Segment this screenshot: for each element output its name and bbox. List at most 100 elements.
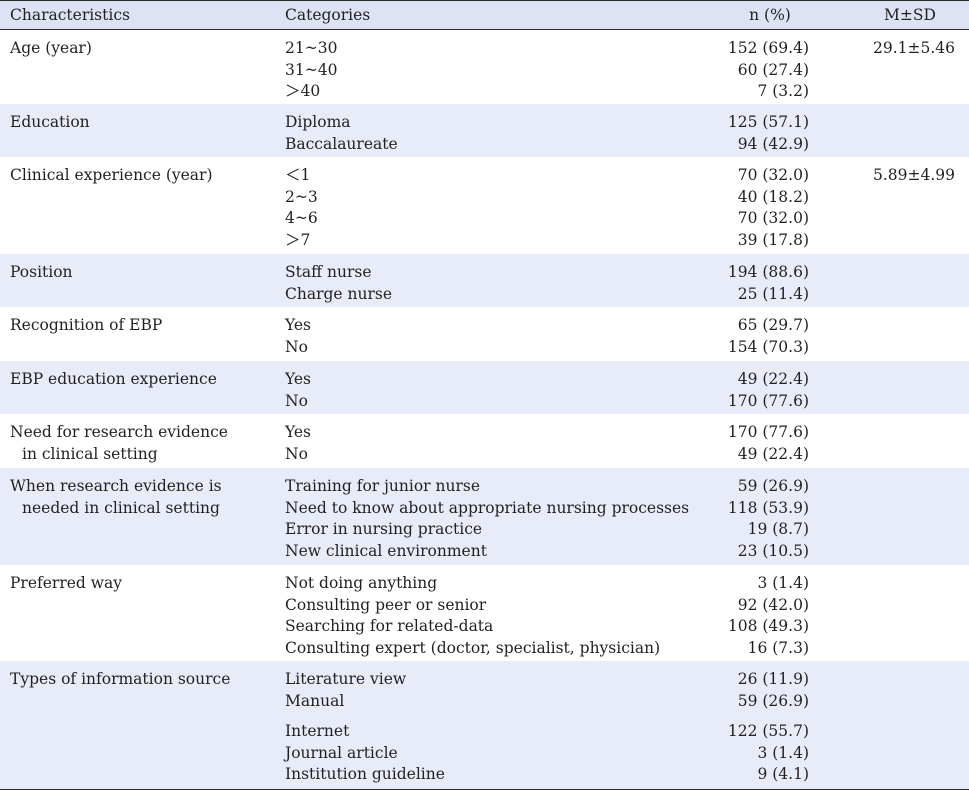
category-value: ＞40: [285, 82, 321, 100]
count-list: 70 (32.0) 40 (18.2) 70 (32.0) 39 (17.8): [738, 165, 809, 251]
table-row: Internet Journal article Institution guide…: [0, 711, 969, 789]
table-row: When research evidence is needed in clini…: [0, 468, 969, 565]
characteristic-line: Age (year): [10, 39, 92, 57]
count-value: 3 (1.4): [757, 743, 809, 762]
category-list: Yes No: [285, 422, 311, 465]
characteristic-label: Age (year): [10, 38, 92, 60]
category-value: Yes: [285, 423, 312, 441]
category-value: Literature view: [285, 670, 407, 688]
table-row: Clinical experience (year) ＜1 2~3 4~6 ＞7 70 (…: [0, 157, 969, 254]
count-value: 39 (17.8): [737, 230, 809, 249]
count-list: 3 (1.4) 92 (42.0) 108 (49.3) 16 (7.3): [728, 573, 809, 659]
category-value: Journal article: [285, 743, 398, 762]
table-bottom-rule: [0, 789, 969, 790]
category-list: Yes No: [285, 315, 311, 358]
count-list: 152 (69.4) 60 (27.4) 7 (3.2): [728, 38, 809, 103]
count-value: 70 (32.0): [737, 209, 809, 227]
count-value: 65 (29.7): [737, 316, 809, 334]
category-value: Consulting expert (doctor, specialist, p…: [285, 638, 661, 657]
count-value: 170 (77.6): [727, 391, 809, 410]
category-value: No: [285, 337, 308, 356]
category-value: 31~40: [285, 60, 338, 79]
count-value: 125 (57.1): [727, 113, 809, 131]
category-value: No: [285, 391, 308, 410]
characteristic-label: Recognition of EBP: [10, 315, 162, 337]
count-value: 26 (11.9): [737, 670, 809, 688]
header-characteristics: Characteristics: [10, 6, 130, 24]
header-n-percent: n (%): [749, 6, 791, 24]
count-value: 19 (8.7): [747, 520, 809, 538]
characteristic-line: Clinical experience (year): [10, 166, 213, 184]
characteristic-line: Position: [10, 263, 73, 281]
category-value: Institution guideline: [285, 765, 445, 783]
mean-sd-value: 29.1±5.46: [873, 39, 956, 57]
count-value: 59 (26.9): [737, 477, 809, 495]
count-list: 194 (88.6) 25 (11.4): [728, 262, 809, 305]
characteristic-label: Preferred way: [10, 573, 122, 595]
characteristic-line: Education: [10, 113, 90, 131]
category-list: 21~30 31~40 ＞40: [285, 38, 337, 103]
characteristic-line: Types of information source: [10, 670, 231, 688]
category-list: Literature view Manual: [285, 669, 406, 712]
category-list: Diploma Baccalaureate: [285, 112, 398, 155]
count-value: 25 (11.4): [737, 284, 809, 303]
category-list: Not doing anything Consulting peer or sen…: [285, 573, 660, 659]
characteristic-label: EBP education experience: [10, 369, 217, 391]
count-value: 108 (49.3): [727, 617, 809, 635]
characteristic-line: Need for research evidence: [10, 423, 228, 441]
count-value: 154 (70.3): [727, 337, 809, 356]
characteristic-line: in clinical setting: [22, 444, 158, 463]
count-value: 60 (27.4): [737, 60, 809, 79]
category-value: 21~30: [285, 39, 338, 57]
category-value: Manual: [285, 691, 345, 710]
count-value: 23 (10.5): [737, 541, 809, 560]
category-value: Charge nurse: [285, 284, 393, 303]
table-row: Need for research evidence in clinical se…: [0, 414, 969, 468]
count-value: 122 (55.7): [727, 722, 809, 740]
category-value: Searching for related-data: [285, 617, 494, 635]
table-header: Characteristics Categories n (%) M±SD: [0, 0, 969, 30]
count-value: 94 (42.9): [737, 134, 809, 153]
count-value: 49 (22.4): [737, 444, 809, 463]
count-list: 65 (29.7) 154 (70.3): [728, 315, 809, 358]
header-categories: Categories: [285, 6, 371, 24]
category-value: Yes: [285, 316, 312, 334]
count-value: 194 (88.6): [727, 263, 809, 281]
table-row: Types of information source Literature vi…: [0, 661, 969, 711]
count-value: 49 (22.4): [737, 370, 809, 388]
count-list: 59 (26.9) 118 (53.9) 19 (8.7) 23 (10.5): [728, 476, 809, 562]
characteristic-label: Need for research evidence in clinical se…: [10, 422, 228, 465]
category-list: Staff nurse Charge nurse: [285, 262, 392, 305]
characteristic-line: EBP education experience: [10, 370, 217, 388]
count-value: 118 (53.9): [727, 498, 809, 517]
count-value: 70 (32.0): [737, 166, 809, 184]
count-value: 92 (42.0): [737, 595, 809, 614]
category-value: New clinical environment: [285, 541, 487, 560]
table-row: Preferred way Not doing anything Consultin…: [0, 565, 969, 661]
category-value: Consulting peer or senior: [285, 595, 487, 614]
characteristic-line: Preferred way: [10, 574, 123, 592]
count-list: 26 (11.9) 59 (26.9): [738, 669, 809, 712]
characteristic-label: Position: [10, 262, 73, 284]
category-list: Training for junior nurse Need to know ab…: [285, 476, 689, 562]
category-value: No: [285, 444, 308, 463]
category-value: ＞7: [285, 230, 311, 249]
category-value: Error in nursing practice: [285, 520, 483, 538]
count-value: 7 (3.2): [757, 82, 809, 100]
category-value: Baccalaureate: [285, 134, 398, 153]
category-list: Yes No: [285, 369, 311, 412]
category-value: 4~6: [285, 209, 318, 227]
table-row: Education Diploma Baccalaureate 125 (57.1) 9…: [0, 104, 969, 157]
characteristic-label: When research evidence is needed in clini…: [10, 476, 222, 519]
characteristic-line: When research evidence is: [10, 477, 222, 495]
category-value: Diploma: [285, 113, 351, 131]
table-row: Position Staff nurse Charge nurse 194 (88.6…: [0, 254, 969, 307]
category-list: Internet Journal article Institution guide…: [285, 721, 445, 786]
count-value: 3 (1.4): [757, 574, 809, 592]
count-value: 170 (77.6): [727, 423, 809, 441]
characteristic-label: Types of information source: [10, 669, 230, 691]
count-list: 170 (77.6) 49 (22.4): [728, 422, 809, 465]
category-value: Need to know about appropriate nursing p…: [285, 498, 690, 517]
count-list: 125 (57.1) 94 (42.9): [728, 112, 809, 155]
